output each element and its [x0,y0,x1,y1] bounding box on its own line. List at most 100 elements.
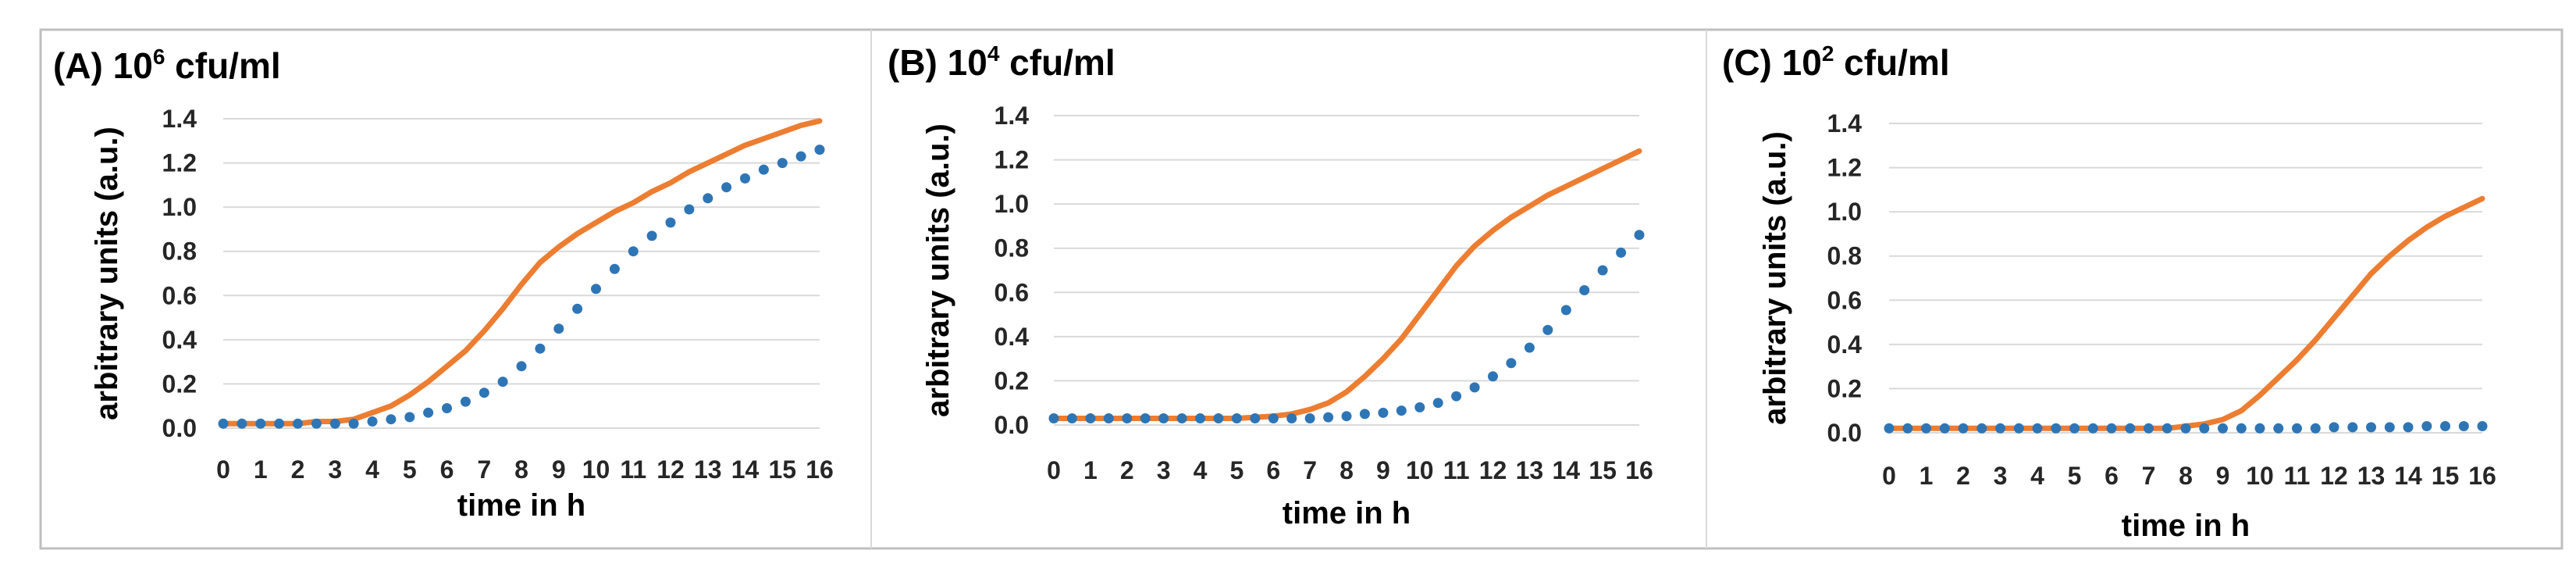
y-tick-label: 0.4 [994,323,1030,351]
series-point [1921,423,1931,434]
series-point [740,173,750,184]
series-point [1634,230,1645,241]
series-point [1542,324,1553,335]
series-point [255,418,266,429]
series-point [2199,423,2210,434]
x-tick-label: 8 [514,455,528,484]
y-tick-label: 0.2 [162,370,197,398]
series-point [1524,342,1535,353]
y-axis-label: arbitrary units (a.u.) [1758,131,1792,425]
chart-title-label: (C) 10 [1722,42,1822,83]
x-tick-label: 9 [552,455,566,484]
panels: (A) 106 cfu/ml0.00.20.40.60.81.01.21.40 1… [53,41,2496,543]
series-point [1432,398,1443,409]
series-point [2477,421,2488,431]
series-point [684,204,695,215]
series-point [442,403,452,413]
series-point [2125,423,2136,434]
chart-panel: (B) 104 cfu/ml0.00.20.40.60.81.01.21.40 1… [888,41,1653,530]
series-point [2421,421,2432,431]
series-point [572,303,583,314]
chart-title-exponent: 4 [987,41,1000,66]
x-tick-label: 0 [216,455,230,484]
y-axis-label: arbitrary units (a.u.) [90,127,124,420]
series-point [1902,423,1913,434]
y-tick-label: 0.8 [994,234,1029,262]
series-point [646,230,657,241]
series-point [367,416,378,427]
x-tick-label: 14 [2394,462,2422,490]
chart-title-label: (B) 10 [888,42,987,83]
series-point [2144,423,2154,434]
x-tick-label: 7 [2142,462,2156,490]
series-point [2087,423,2098,434]
series-point [1939,423,1950,434]
x-tick-label: 15 [768,455,796,484]
series-line [220,118,823,427]
y-tick-label: 0.2 [1827,374,1862,402]
x-tick-label: 13 [1516,456,1544,484]
series-point [1506,358,1517,369]
series-point [1122,413,1133,423]
series-point [1195,413,1205,423]
chart-panel: (A) 106 cfu/ml0.00.20.40.60.81.01.21.40 1… [53,45,834,523]
series-point [2013,423,2024,434]
chart-title-exponent: 6 [153,45,165,69]
x-tick-label: 9 [1376,456,1390,484]
x-tick-label: 1 [254,455,268,484]
chart-title-unit: cfu/ml [165,45,280,86]
x-tick-label: 8 [1340,456,1354,484]
series-point [721,182,732,193]
y-tick-label: 1.4 [1827,109,1863,138]
series-point [274,418,285,429]
x-tick-label: 15 [1589,456,1617,484]
series-point [218,418,229,429]
x-tick-label: 11 [1443,456,1470,484]
series-point [2440,421,2450,431]
series-point [1158,413,1169,423]
x-axis-label: time in h [1283,496,1411,530]
series-point [1231,413,1242,423]
x-tick-label: 4 [2030,462,2044,490]
series-point [1323,412,1334,423]
y-tick-label: 1.4 [994,102,1030,130]
series-point [460,396,471,407]
x-tick-label: 1 [1920,462,1934,490]
series-point [1213,413,1224,423]
x-tick-label: 11 [2284,462,2311,490]
x-tick-label: 7 [1303,456,1317,484]
x-tick-label: 0 [1882,462,1896,490]
series-point [1268,413,1279,423]
series-point [1469,382,1480,393]
series-point [814,145,825,155]
y-tick-label: 0.2 [994,366,1029,395]
series-point [591,284,601,295]
series-point [2384,422,2395,433]
y-tick-label: 0.8 [162,238,197,266]
series-point [628,246,639,257]
series-point [1176,413,1187,423]
series-point [1286,413,1297,423]
series-point [2366,422,2376,433]
x-tick-label: 13 [694,455,722,484]
series-point [1066,413,1077,423]
series-line [1051,148,1642,421]
x-tick-label: 2 [291,455,305,484]
x-tick-label: 12 [656,455,685,484]
x-tick-label: 1 [1083,456,1098,484]
series-point [329,418,340,429]
series-point [703,193,713,204]
series-point [2106,423,2117,434]
y-tick-label: 0.4 [1827,330,1863,359]
x-tick-label: 8 [2179,462,2193,490]
x-tick-label: 16 [1625,456,1653,484]
series-point [2273,423,2284,434]
series-point [2218,423,2228,434]
series-point [1304,413,1315,423]
x-tick-label: 12 [2320,462,2348,490]
series-point [2403,422,2414,433]
x-tick-label: 2 [1956,462,1970,490]
series-point [2458,421,2469,431]
x-tick-label: 16 [806,455,834,484]
y-tick-label: 1.0 [162,193,197,221]
